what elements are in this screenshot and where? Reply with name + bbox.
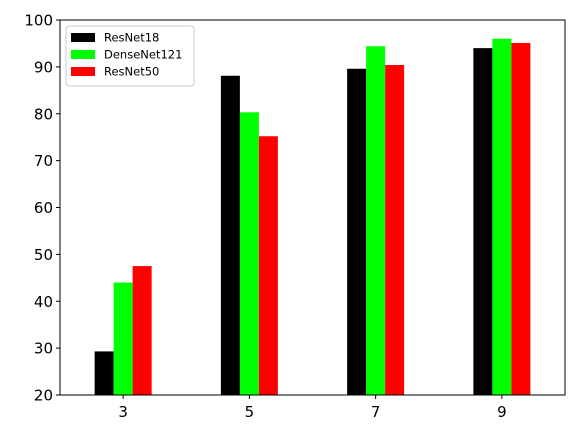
bar-resnet18-9 [473,48,493,396]
legend-label-resnet18: ResNet18 [104,31,159,45]
legend-label-densenet121: DenseNet121 [104,48,182,62]
y-tick-label-40: 40 [34,293,53,311]
legend-box [65,25,195,87]
bar-resnet50-9 [511,42,531,395]
y-tick-label-100: 100 [24,12,53,30]
bar-resnet18-7 [347,68,367,395]
y-tick-label-30: 30 [34,340,53,358]
legend-swatch-resnet18 [71,33,95,42]
y-tick-label-60: 60 [34,199,53,217]
x-tick-label-7: 7 [371,403,381,421]
bar-resnet50-7 [385,65,405,395]
legend-swatch-densenet121 [71,50,95,59]
bar-resnet18-3 [94,351,114,395]
x-tick-label-9: 9 [497,403,507,421]
bar-resnet18-5 [220,75,240,395]
x-axis: 3 5 7 9 [118,395,507,421]
y-tick-label-70: 70 [34,152,53,170]
bars-layer [94,38,531,396]
bar-densenet121-7 [366,46,386,395]
legend: ResNet18 DenseNet121 ResNet50 [65,25,195,87]
x-tick-label-3: 3 [118,403,128,421]
y-axis: 20 30 40 50 60 70 80 90 100 [24,12,60,405]
y-tick-label-20: 20 [34,387,53,405]
x-tick-label-5: 5 [245,403,255,421]
legend-swatch-resnet50 [71,67,95,76]
bar-resnet50-3 [132,266,152,395]
y-tick-label-80: 80 [34,105,53,123]
y-tick-label-90: 90 [34,58,53,76]
y-tick-label-50: 50 [34,246,53,264]
legend-label-resnet50: ResNet50 [104,65,159,79]
bar-densenet121-3 [113,282,133,395]
bar-densenet121-5 [239,112,259,395]
bar-resnet50-5 [258,136,278,395]
bar-densenet121-9 [492,38,512,395]
